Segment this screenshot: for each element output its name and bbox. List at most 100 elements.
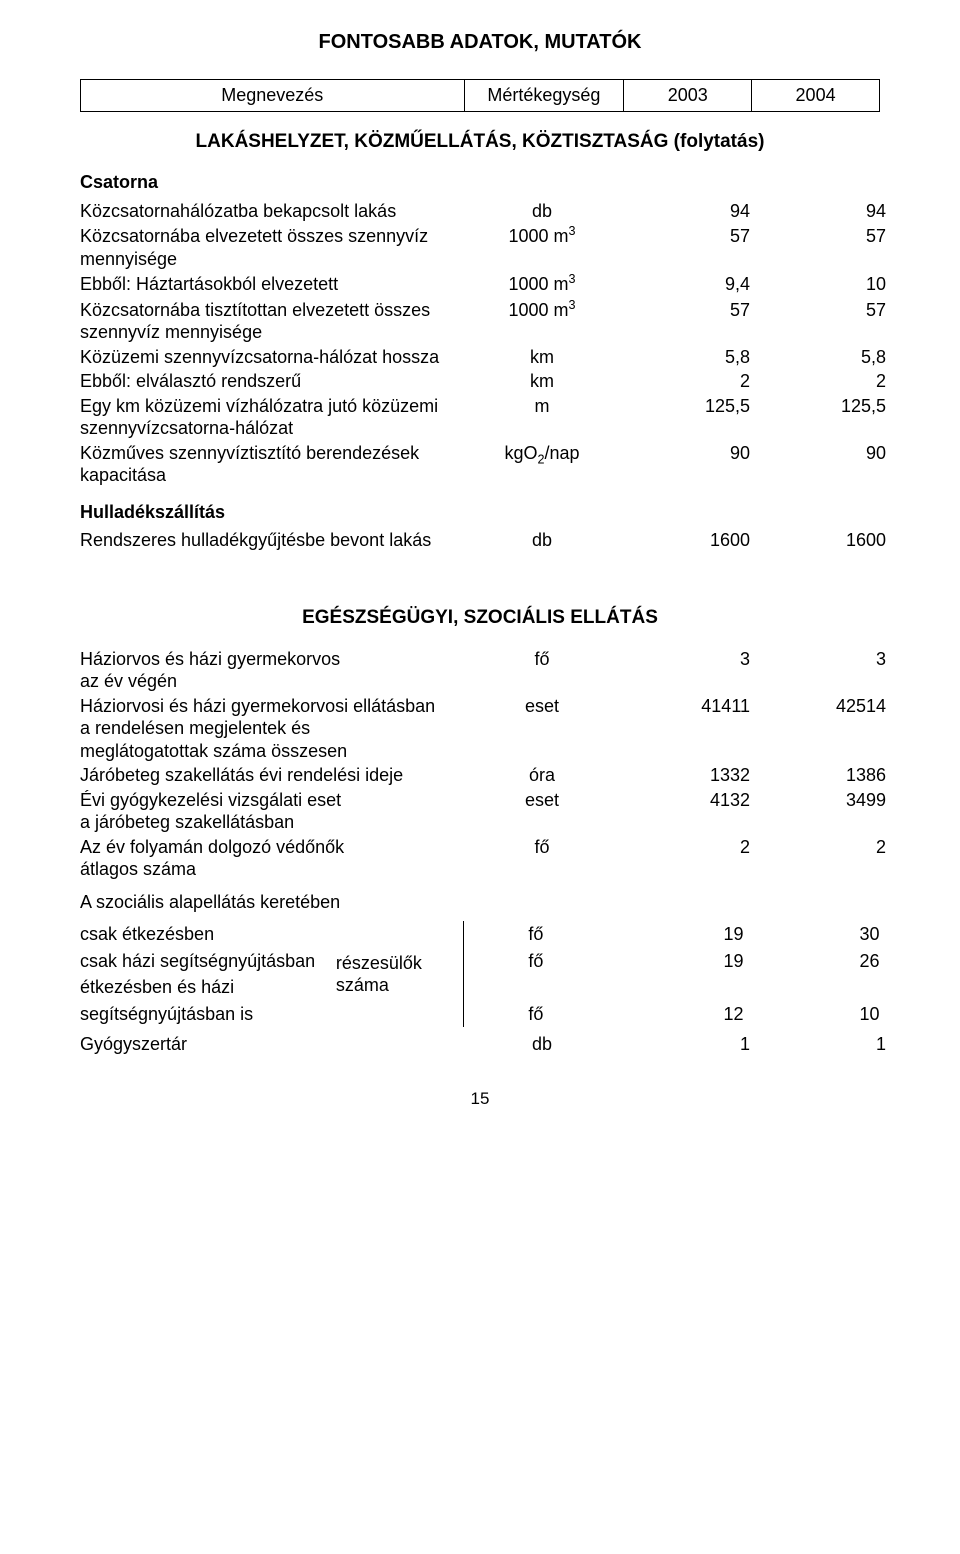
row-value-2004: 125,5 bbox=[750, 395, 886, 418]
row-value-2004: 1600 bbox=[750, 529, 886, 552]
row-label-line: az év végén bbox=[80, 670, 464, 693]
row-unit: db bbox=[470, 529, 614, 552]
row-unit: km bbox=[470, 346, 614, 369]
row-value-2003: 41411 bbox=[614, 695, 750, 718]
row-label-line: átlagos száma bbox=[80, 858, 464, 881]
table-row: Rendszeres hulladékgyűjtésbe bevont laká… bbox=[80, 529, 880, 552]
unit-text: kgO bbox=[504, 443, 537, 463]
table-row: csak étkezésben részesülők száma fő 19 3… bbox=[80, 921, 880, 948]
row-label: Közcsatornába tisztítottan elvezetett ös… bbox=[80, 299, 470, 344]
row-unit: 1000 m3 bbox=[470, 298, 614, 322]
row-label: A szociális alapellátás keretében bbox=[80, 891, 886, 914]
row-label: Háziorvosi és házi gyermekorvosi ellátás… bbox=[80, 695, 470, 763]
row-value-2004: 3499 bbox=[750, 789, 886, 812]
row-value-2003: 19 bbox=[608, 948, 744, 975]
row-label: Közcsatornába elvezetett összes szennyví… bbox=[80, 225, 470, 270]
row-label-line: szennyvíz mennyisége bbox=[80, 321, 464, 344]
row-label-line: Háziorvosi és házi gyermekorvosi ellátás… bbox=[80, 695, 464, 718]
table-row: étkezésben és házi bbox=[80, 974, 880, 1001]
mid-label-line: száma bbox=[336, 974, 457, 997]
row-unit: fő bbox=[470, 836, 614, 859]
table-row: Járóbeteg szakellátás évi rendelési idej… bbox=[80, 764, 880, 787]
row-label: Háziorvos és házi gyermekorvos az év vég… bbox=[80, 648, 470, 693]
table-row: Évi gyógykezelési vizsgálati eset a járó… bbox=[80, 789, 880, 834]
table-row: segítségnyújtásban is fő 12 10 bbox=[80, 1001, 880, 1028]
row-value-2004: 10 bbox=[744, 1001, 880, 1028]
unit-sup: 3 bbox=[569, 272, 576, 286]
row-value-2003: 2 bbox=[614, 836, 750, 859]
group-hulladek: Hulladékszállítás bbox=[80, 501, 880, 524]
row-unit: 1000 m3 bbox=[470, 224, 614, 248]
row-label: Az év folyamán dolgozó védőnők átlagos s… bbox=[80, 836, 470, 881]
row-unit: kgO2/nap bbox=[470, 442, 614, 468]
row-value-2004: 94 bbox=[750, 200, 886, 223]
table-row: Háziorvosi és házi gyermekorvosi ellátás… bbox=[80, 695, 880, 763]
group-csatorna: Csatorna bbox=[80, 171, 880, 194]
row-label: Egy km közüzemi vízhálózatra jutó közüze… bbox=[80, 395, 470, 440]
row-value-2003: 5,8 bbox=[614, 346, 750, 369]
row-value-2004: 3 bbox=[750, 648, 886, 671]
table-row: Közcsatornahálózatba bekapcsolt lakás db… bbox=[80, 200, 880, 223]
row-value-2004: 42514 bbox=[750, 695, 886, 718]
row-label: Ebből: Háztartásokból elvezetett bbox=[80, 273, 470, 296]
table-row: csak házi segítségnyújtásban fő 19 26 bbox=[80, 948, 880, 975]
row-unit: eset bbox=[470, 789, 614, 812]
section-heading-1: LAKÁSHELYZET, KÖZMŰELLÁTÁS, KÖZTISZTASÁG… bbox=[80, 130, 880, 154]
table-row: Gyógyszertár db 1 1 bbox=[80, 1033, 880, 1056]
row-value-2004: 5,8 bbox=[750, 346, 886, 369]
row-value-2004: 2 bbox=[750, 836, 886, 859]
row-label: Közüzemi szennyvízcsatorna-hálózat hossz… bbox=[80, 346, 470, 369]
row-value-2003: 2 bbox=[614, 370, 750, 393]
row-value-2003: 94 bbox=[614, 200, 750, 223]
mid-label-line: részesülők bbox=[336, 952, 457, 975]
unit-text: 1000 m bbox=[508, 226, 568, 246]
row-label: csak étkezésben bbox=[80, 921, 336, 948]
page-title: FONTOSABB ADATOK, MUTATÓK bbox=[80, 30, 880, 55]
row-label: Ebből: elválasztó rendszerű bbox=[80, 370, 470, 393]
table-row: Közműves szennyvíztisztító berendezések … bbox=[80, 442, 880, 487]
row-label-line: kapacitása bbox=[80, 464, 464, 487]
row-label-line: Évi gyógykezelési vizsgálati eset bbox=[80, 789, 464, 812]
row-unit: eset bbox=[470, 695, 614, 718]
unit-sup: 3 bbox=[569, 224, 576, 238]
row-value-2003: 3 bbox=[614, 648, 750, 671]
row-label: Közcsatornahálózatba bekapcsolt lakás bbox=[80, 200, 470, 223]
row-label-line: Háziorvos és házi gyermekorvos bbox=[80, 648, 464, 671]
table-row: Háziorvos és házi gyermekorvos az év vég… bbox=[80, 648, 880, 693]
row-value-2004: 90 bbox=[750, 442, 886, 465]
table-row: Egy km közüzemi vízhálózatra jutó közüze… bbox=[80, 395, 880, 440]
row-value-2003: 57 bbox=[614, 299, 750, 322]
row-label: Rendszeres hulladékgyűjtésbe bevont laká… bbox=[80, 529, 470, 552]
mid-label: részesülők száma bbox=[336, 921, 464, 1027]
row-label-line: étkezésben és házi bbox=[80, 974, 336, 1001]
row-value-2003: 9,4 bbox=[614, 273, 750, 296]
row-value-2003: 57 bbox=[614, 225, 750, 248]
row-label-line: mennyisége bbox=[80, 248, 464, 271]
row-label-line: segítségnyújtásban is bbox=[80, 1001, 336, 1028]
row-label-line: Közcsatornába elvezetett összes szennyví… bbox=[80, 225, 464, 248]
unit-text: /nap bbox=[544, 443, 579, 463]
row-value-2003: 125,5 bbox=[614, 395, 750, 418]
row-label-line: Közcsatornába tisztítottan elvezetett ös… bbox=[80, 299, 464, 322]
table-row: Közcsatornába tisztítottan elvezetett ös… bbox=[80, 298, 880, 344]
row-value-2003: 19 bbox=[608, 921, 744, 948]
table-row: Megnevezés Mértékegység 2003 2004 bbox=[81, 80, 880, 112]
row-label: Közműves szennyvíztisztító berendezések … bbox=[80, 442, 470, 487]
header-year-2: 2004 bbox=[752, 80, 880, 112]
row-value-2004: 1386 bbox=[750, 764, 886, 787]
row-unit: fő bbox=[464, 948, 608, 975]
header-name: Megnevezés bbox=[81, 80, 465, 112]
row-value-2003: 90 bbox=[614, 442, 750, 465]
table-row: Közüzemi szennyvízcsatorna-hálózat hossz… bbox=[80, 346, 880, 369]
row-value-2003: 1600 bbox=[614, 529, 750, 552]
row-label-line: a rendelésen megjelentek és bbox=[80, 717, 464, 740]
row-unit: fő bbox=[470, 648, 614, 671]
header-table: Megnevezés Mértékegység 2003 2004 bbox=[80, 79, 880, 112]
row-label: Gyógyszertár bbox=[80, 1033, 470, 1056]
row-label-line: a járóbeteg szakellátásban bbox=[80, 811, 464, 834]
row-label-line: Egy km közüzemi vízhálózatra jutó közüze… bbox=[80, 395, 464, 418]
reszesulok-table: csak étkezésben részesülők száma fő 19 3… bbox=[80, 921, 880, 1027]
row-unit: óra bbox=[470, 764, 614, 787]
table-row: Ebből: Háztartásokból elvezetett 1000 m3… bbox=[80, 272, 880, 296]
row-value-2003: 1332 bbox=[614, 764, 750, 787]
